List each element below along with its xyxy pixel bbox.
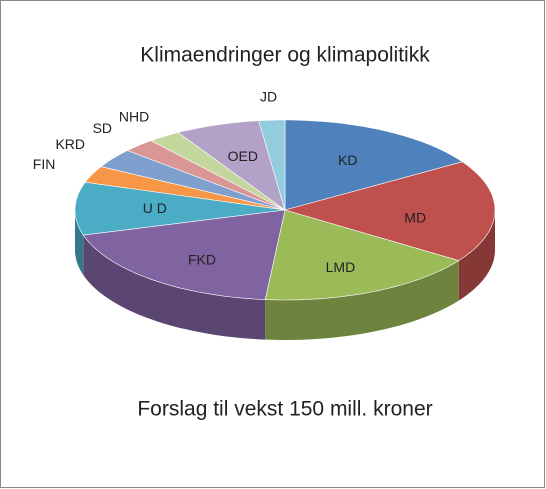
chart-title: Klimaendringer og klimapolitikk	[140, 44, 430, 67]
slice-label: KD	[338, 152, 357, 168]
slice-side	[75, 210, 84, 276]
slice-label: LMD	[326, 259, 356, 275]
slice-side	[265, 260, 459, 340]
slice	[100, 150, 286, 211]
slice-side	[83, 235, 266, 340]
slice-label: SD	[93, 120, 112, 136]
slice	[82, 209, 286, 300]
slice-label: U D	[143, 200, 167, 216]
slice-label: KRD	[55, 136, 85, 152]
slice	[283, 161, 496, 261]
slice-label: OED	[228, 148, 258, 164]
slice	[177, 120, 286, 211]
slice	[258, 119, 286, 211]
slice-label: MD	[404, 210, 426, 226]
slice	[150, 132, 286, 211]
slice-label: FKD	[188, 252, 216, 268]
slice-label: FIN	[33, 156, 56, 172]
slice-label: NHD	[119, 109, 149, 125]
slice	[284, 119, 464, 211]
slice	[74, 181, 286, 236]
slice	[126, 140, 286, 211]
slice-side	[458, 210, 495, 301]
slice	[84, 166, 286, 211]
slice	[264, 209, 460, 301]
chart-note: Forslag til vekst 150 mill. kroner	[137, 398, 432, 421]
slice-label: JD	[260, 88, 277, 104]
